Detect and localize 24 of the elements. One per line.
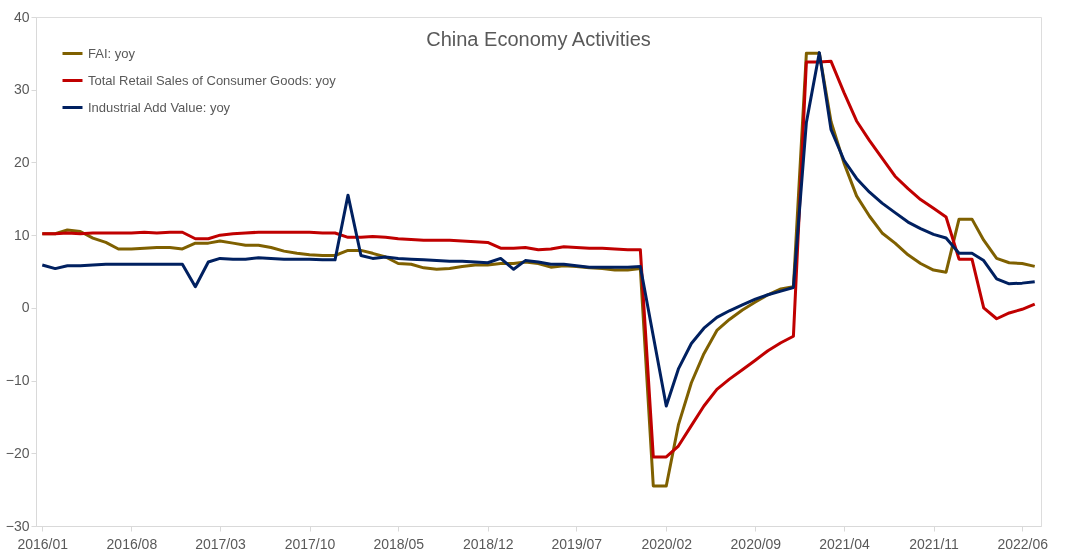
y-tick-label: 20: [13, 153, 30, 170]
x-tick-label: 2021/04: [819, 535, 871, 552]
legend-label: FAI: yoy: [88, 45, 136, 61]
x-tick-label: 2021/11: [909, 535, 960, 552]
legend-label: Total Retail Sales of Consumer Goods: yoy: [88, 72, 337, 88]
y-tick-label: −30: [5, 517, 30, 534]
text: China Economy Activities: [426, 28, 651, 50]
x-tick-label: 2017/10: [284, 535, 336, 552]
legend-label: Industrial Add Value: yoy: [88, 99, 231, 115]
y-tick-label: 0: [21, 299, 30, 316]
y-tick-label: −10: [5, 372, 30, 389]
y-tick-label: 40: [13, 8, 30, 25]
x-tick-label: 2020/09: [730, 535, 782, 552]
x-tick-label: 2022/06: [997, 535, 1049, 552]
y-tick-label: 10: [13, 226, 30, 243]
y-tick-label: −20: [5, 444, 30, 461]
y-tick-label: 30: [13, 81, 30, 98]
x-tick-label: 2019/07: [551, 535, 603, 552]
x-tick-label: 2017/03: [195, 535, 247, 552]
x-tick-label: 2018/05: [373, 535, 425, 552]
x-tick-label: 2016/01: [17, 535, 69, 552]
x-tick-label: 2016/08: [106, 535, 158, 552]
x-tick-label: 2020/02: [641, 535, 693, 552]
x-tick-label: 2018/12: [462, 535, 514, 552]
